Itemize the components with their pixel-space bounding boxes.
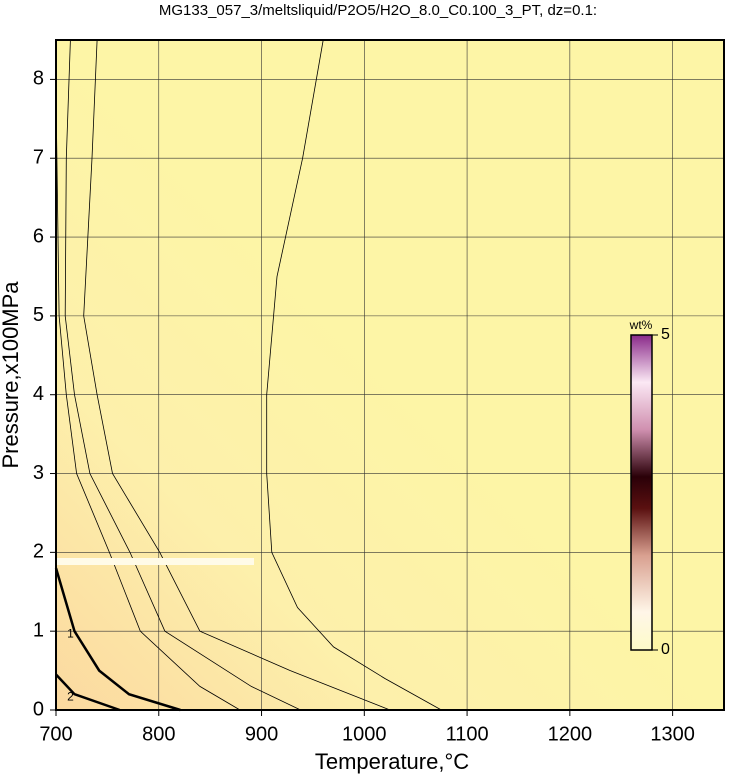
x-axis-label: Temperature,°C	[315, 749, 469, 774]
contour-line	[83, 39, 391, 711]
y-tick-label: 5	[33, 304, 44, 326]
contour-line	[55, 95, 241, 711]
y-tick-label: 1	[33, 619, 44, 641]
x-tick-label: 1300	[650, 723, 695, 745]
x-tick-label: 1100	[446, 723, 489, 745]
x-tick-label: 900	[245, 723, 278, 745]
x-tick-label: 1000	[342, 723, 387, 745]
x-tick-label: 700	[39, 723, 72, 745]
contour-line	[55, 673, 121, 712]
y-tick-label: 2	[33, 541, 44, 563]
contour-label: 1	[67, 626, 74, 640]
y-tick-label: 7	[33, 147, 44, 169]
contour-line	[54, 567, 181, 712]
plot-frame	[55, 39, 725, 711]
y-tick-label: 3	[33, 462, 44, 484]
contours: 12	[54, 39, 442, 712]
colorbar	[630, 334, 653, 651]
contour-line	[266, 39, 442, 711]
plot-background	[56, 40, 724, 710]
y-tick-label: 0	[33, 698, 44, 720]
y-tick-label: 8	[33, 68, 44, 90]
contour-line	[64, 39, 301, 711]
grid	[55, 40, 724, 711]
y-tick-label: 4	[33, 383, 44, 405]
contour-label: 2	[67, 689, 74, 703]
data-gap	[56, 558, 254, 565]
x-tick-label: 1200	[548, 723, 593, 745]
y-tick-label: 6	[33, 225, 44, 247]
x-tick-label: 800	[142, 723, 175, 745]
y-axis-label: Pressure,x100MPa	[0, 281, 23, 469]
colorbar-tick-label: 5	[661, 326, 670, 343]
colorbar-label: wt%	[629, 318, 653, 332]
chart-title: MG133_057_3/meltsliquid/P2O5/H2O_8.0_C0.…	[159, 2, 597, 19]
colorbar-tick-label: 0	[661, 641, 670, 658]
